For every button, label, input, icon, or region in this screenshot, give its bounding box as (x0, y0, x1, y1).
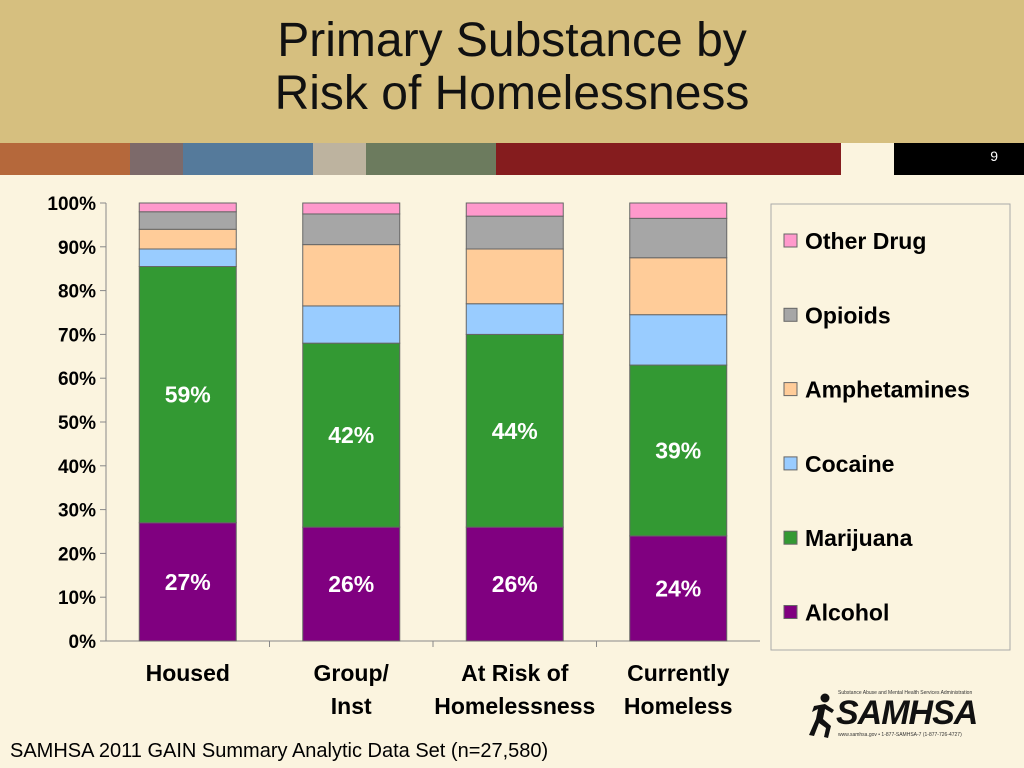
y-tick-label: 10% (58, 588, 96, 609)
y-tick-label: 90% (58, 238, 96, 259)
bar-segment-opioids (465, 215, 564, 250)
running-figure-icon (809, 693, 834, 738)
x-category-label: Housed (146, 660, 230, 686)
legend-swatch-alcohol (783, 605, 798, 619)
title-line-2: Risk of Homelessness (274, 67, 750, 120)
bar-segment-marijuana (302, 342, 401, 528)
bar-segment-opioids (629, 217, 728, 259)
legend-label: Opioids (805, 302, 891, 328)
data-label: 44% (492, 418, 538, 444)
x-category-label: Homelessness (434, 693, 595, 719)
strip-segment (366, 143, 496, 175)
legend-swatch-other-drug (783, 233, 798, 248)
decorative-color-strip (0, 143, 1024, 175)
bar-segment-amphetamines (465, 248, 564, 305)
y-tick-label: 0% (69, 632, 97, 653)
logo-subtitle: Substance Abuse and Mental Health Servic… (838, 690, 973, 696)
bar-segment-other-drug (465, 202, 564, 217)
legend-swatch-opioids (783, 307, 798, 322)
strip-segment (183, 143, 313, 175)
legend-label: Cocaine (805, 451, 894, 477)
strip-segment (894, 143, 1024, 175)
y-tick-label: 50% (58, 413, 96, 434)
footnote: SAMHSA 2011 GAIN Summary Analytic Data S… (10, 740, 549, 762)
data-label: 39% (655, 437, 701, 463)
strip-segment (496, 143, 841, 175)
x-category-label: Inst (331, 693, 372, 719)
y-tick-label: 30% (58, 501, 96, 522)
bar-segment-alcohol (138, 522, 237, 642)
data-label: 27% (165, 569, 211, 595)
y-tick-label: 40% (58, 457, 96, 478)
data-label: 26% (492, 571, 538, 597)
data-label: 42% (328, 422, 374, 448)
bar-segment-marijuana (138, 266, 237, 524)
x-category-label: At Risk of (461, 660, 569, 686)
legend-label: Amphetamines (805, 377, 970, 403)
strip-segment (130, 143, 183, 175)
y-tick-label: 80% (58, 282, 96, 303)
y-tick-label: 70% (58, 325, 96, 346)
slide-number: 9 (990, 148, 998, 164)
x-category-label: Homeless (624, 693, 733, 719)
legend-swatch-marijuana (783, 530, 798, 545)
y-tick-label: 20% (58, 544, 96, 565)
legend-swatch-amphetamines (783, 382, 798, 397)
y-tick-label: 100% (47, 194, 96, 215)
bar-segment-alcohol (629, 535, 728, 642)
data-label: 24% (655, 575, 701, 601)
bar-segment-alcohol (465, 526, 564, 642)
legend-label: Marijuana (805, 525, 913, 551)
bar-segment-amphetamines (629, 257, 728, 316)
logo-wordmark: SAMHSA (836, 694, 978, 732)
strip-segment (313, 143, 366, 175)
legend-label: Alcohol (805, 600, 889, 626)
legend-swatch-cocaine (783, 456, 798, 471)
bar-segment-other-drug (629, 202, 728, 219)
strip-segment (841, 143, 894, 175)
slide-title: Primary Substance by Risk of Homelessnes… (0, 14, 1024, 120)
bar-segment-cocaine (302, 305, 401, 344)
logo-url: www.samhsa.gov • 1-877-SAMHSA-7 (1-877-7… (838, 732, 962, 738)
y-tick-label: 60% (58, 369, 96, 390)
x-category-label: Group/ (314, 660, 390, 686)
bar-segment-opioids (138, 211, 237, 230)
bar-segment-cocaine (465, 303, 564, 335)
title-line-1: Primary Substance by (277, 14, 747, 67)
bar-segment-amphetamines (302, 244, 401, 307)
bar-segment-cocaine (629, 314, 728, 366)
data-label: 26% (328, 571, 374, 597)
bar-segment-other-drug (138, 202, 237, 213)
x-category-label: Currently (627, 660, 729, 686)
legend-label: Other Drug (805, 228, 926, 254)
bar-segment-other-drug (302, 202, 401, 215)
samhsa-logo: Substance Abuse and Mental Health Servic… (808, 690, 978, 740)
legend-box (770, 203, 1011, 651)
strip-segment (0, 143, 130, 175)
data-label: 59% (165, 382, 211, 408)
bar-segment-alcohol (302, 526, 401, 642)
bar-segment-cocaine (138, 248, 237, 268)
bar-segment-marijuana (465, 333, 564, 528)
bar-segment-opioids (302, 213, 401, 246)
title-band (0, 0, 1024, 143)
stacked-bar-chart: 0% 10% 20% 30% 40% 50% 60% 70% 80% 90% 100% 27% 59% H… (47, 194, 1011, 719)
bar-segment-amphetamines (138, 228, 237, 250)
